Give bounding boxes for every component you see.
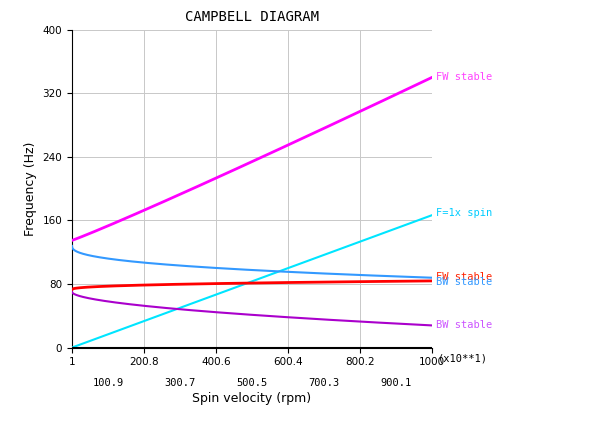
Title: CAMPBELL DIAGRAM: CAMPBELL DIAGRAM: [185, 10, 319, 24]
Text: FW stable: FW stable: [436, 73, 492, 82]
Text: BW stable: BW stable: [436, 321, 492, 330]
Text: 500.5: 500.5: [236, 378, 268, 388]
Text: FW stable: FW stable: [436, 272, 492, 282]
Text: 900.1: 900.1: [380, 378, 412, 388]
Text: 300.7: 300.7: [164, 378, 196, 388]
Text: 700.3: 700.3: [308, 378, 340, 388]
Y-axis label: Frequency (Hz): Frequency (Hz): [24, 142, 37, 236]
Text: (x10**1): (x10**1): [437, 354, 488, 364]
Text: 100.9: 100.9: [92, 378, 124, 388]
Text: BW stable: BW stable: [436, 277, 492, 287]
Text: F=1x spin: F=1x spin: [436, 208, 492, 218]
X-axis label: Spin velocity (rpm): Spin velocity (rpm): [193, 392, 311, 405]
